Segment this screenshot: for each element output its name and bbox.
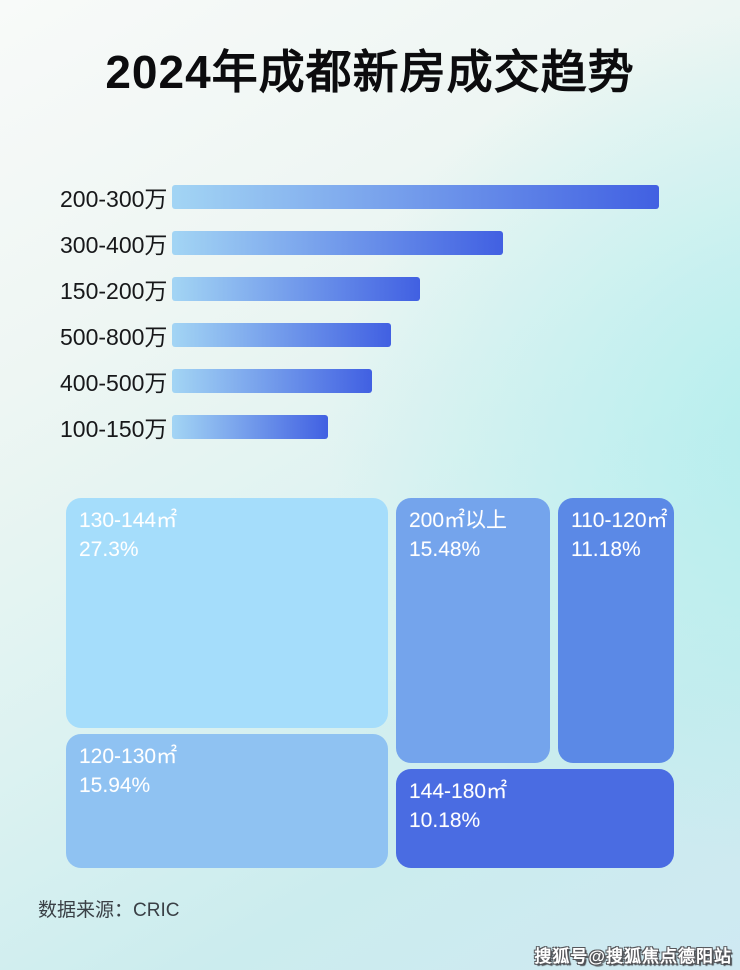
bar-row: 500-800万	[0, 323, 740, 350]
bar	[172, 415, 328, 439]
bar-row: 200-300万	[0, 185, 740, 212]
bar-category-label: 100-150万	[60, 416, 168, 442]
bar-row: 100-150万	[0, 415, 740, 442]
tile-area-label: 120-130㎡	[79, 745, 178, 768]
bar-category-label: 150-200万	[60, 278, 168, 304]
tile-percentage: 15.48%	[409, 538, 481, 561]
watermark: 搜狐号@搜狐焦点德阳站	[534, 947, 732, 966]
bar-chart-rows: 200-300万 300-400万 150-200万 500-800万 400-500万…	[0, 185, 740, 442]
data-source-label: 数据来源：CRIC	[38, 900, 180, 921]
bar-track	[172, 277, 659, 301]
tile-area-label: 110-120㎡	[571, 509, 668, 532]
tile-percentage: 11.18%	[571, 538, 641, 561]
treemap-tile: 200㎡以上 15.48%	[396, 498, 550, 763]
bar-track	[172, 185, 659, 209]
page-title: 2024年成都新房成交趋势	[105, 46, 635, 98]
bar-row: 400-500万	[0, 369, 740, 396]
tile-percentage: 10.18%	[409, 809, 481, 832]
treemap-tile: 120-130㎡ 15.94%	[66, 734, 388, 868]
bar-track	[172, 323, 659, 347]
bar	[172, 277, 421, 301]
treemap-tile: 110-120㎡ 11.18%	[558, 498, 674, 763]
bar	[172, 231, 504, 255]
bar	[172, 369, 372, 393]
bar-category-label: 400-500万	[60, 370, 168, 396]
tile-area-label: 200㎡以上	[409, 509, 508, 532]
bar-category-label: 500-800万	[60, 324, 168, 350]
bar-row: 300-400万	[0, 231, 740, 258]
bar-category-label: 200-300万	[60, 186, 168, 212]
tile-percentage: 15.94%	[79, 774, 151, 797]
bar-category-label: 300-400万	[60, 232, 168, 258]
bar-track	[172, 231, 659, 255]
bar-track	[172, 415, 659, 439]
bar	[172, 323, 392, 347]
price-range-bar-chart: 200-300万 300-400万 150-200万 500-800万 400-500万…	[0, 185, 740, 461]
bar	[172, 185, 659, 209]
tile-area-label: 130-144㎡	[79, 509, 178, 532]
bar-track	[172, 369, 659, 393]
bar-row: 150-200万	[0, 277, 740, 304]
tile-percentage: 27.3%	[79, 538, 139, 561]
treemap-tile: 144-180㎡ 10.18%	[396, 769, 674, 868]
tile-area-label: 144-180㎡	[409, 780, 508, 803]
treemap-tile: 130-144㎡ 27.3%	[66, 498, 388, 728]
